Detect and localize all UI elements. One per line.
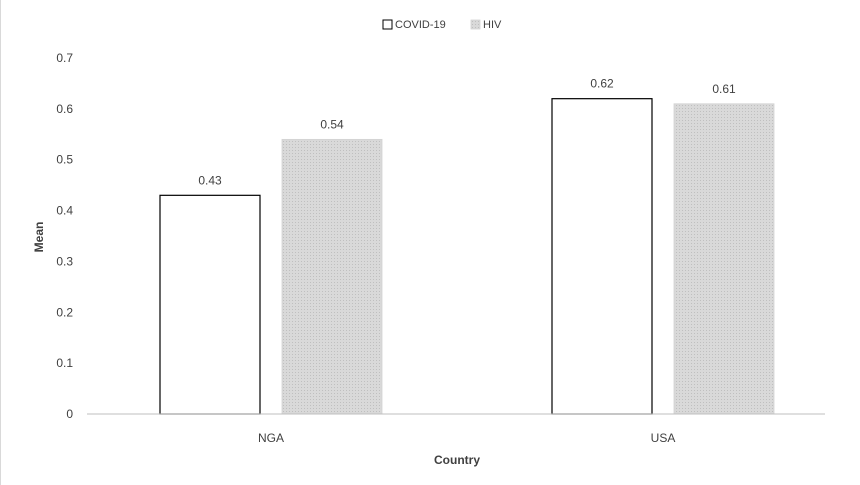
legend-label-covid-19: COVID-19 [395, 19, 446, 31]
bar-marks [159, 98, 775, 415]
y-tick-label: 0 [66, 407, 73, 421]
legend-swatch-covid-19 [382, 19, 393, 30]
bar-usa-covid-19 [551, 98, 653, 415]
x-axis-title: Country [434, 453, 480, 467]
y-tick-label: 0.6 [56, 102, 73, 116]
bar-nga-hiv [281, 138, 383, 415]
y-tick-label: 0.5 [56, 153, 73, 167]
y-axis-title: Mean [32, 222, 46, 253]
bar-nga-covid-19 [159, 194, 261, 415]
y-tick-label: 0.7 [56, 51, 73, 65]
y-tick-label: 0.3 [56, 254, 73, 268]
x-tick-label-usa: USA [651, 431, 676, 445]
y-tick-label: 0.4 [56, 204, 73, 218]
y-tick-label: 0.2 [56, 305, 73, 319]
x-axis-ticks: NGA USA [258, 431, 675, 445]
x-tick-label-nga: NGA [258, 431, 284, 445]
data-label-nga-hiv: 0.54 [320, 117, 344, 131]
data-label-usa-hiv: 0.61 [712, 82, 736, 96]
data-label-nga-covid-19: 0.43 [198, 173, 222, 187]
bar-usa-hiv [673, 103, 775, 415]
legend-swatch-hiv [470, 19, 481, 30]
data-label-usa-covid-19: 0.62 [590, 77, 614, 91]
bar-data-labels: 0.43 0.62 0.54 0.61 [198, 77, 736, 188]
legend: COVID-19 HIV [382, 19, 502, 31]
y-tick-label: 0.1 [56, 356, 73, 370]
y-axis-ticks: 0 0.1 0.2 0.3 0.4 0.5 0.6 0.7 [56, 51, 73, 421]
legend-label-hiv: HIV [483, 19, 502, 31]
